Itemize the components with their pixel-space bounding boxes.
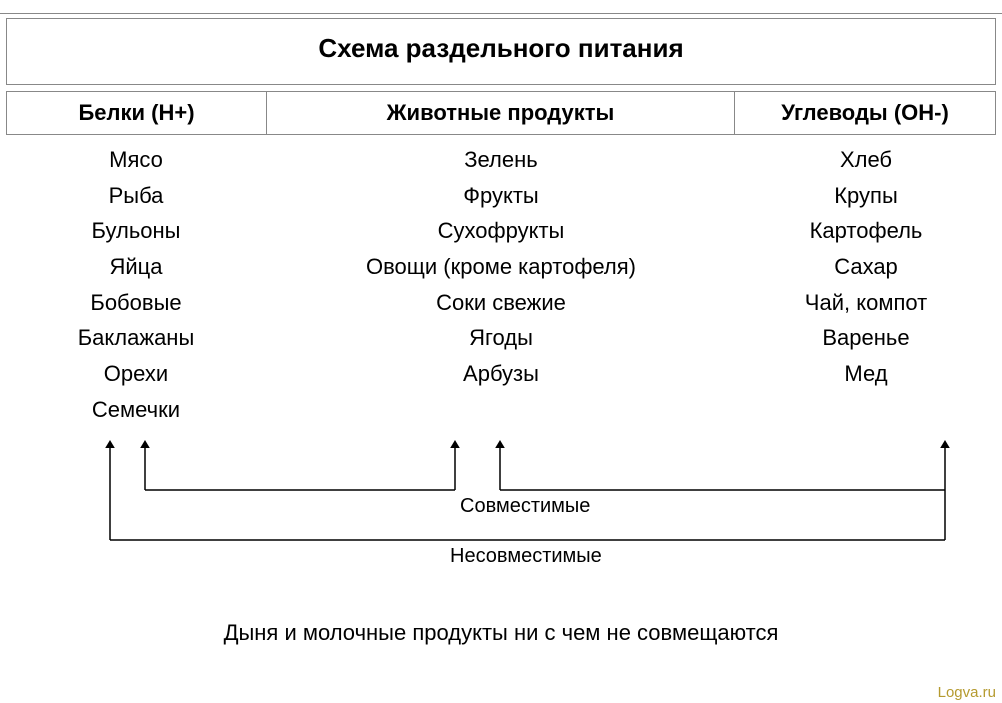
watermark: Logva.ru — [938, 684, 996, 701]
list-item: Орехи — [104, 359, 168, 389]
list-item: Яйца — [109, 252, 162, 282]
column-proteins: Мясо Рыба Бульоны Яйца Бобовые Баклажаны Орехи… — [6, 145, 266, 425]
list-item: Фрукты — [463, 181, 538, 211]
list-item: Ягоды — [469, 323, 533, 353]
window-top-bar — [0, 0, 1002, 14]
list-item: Бульоны — [92, 216, 181, 246]
incompatible-label: Несовместимые — [450, 545, 602, 568]
list-item: Овощи (кроме картофеля) — [366, 252, 636, 282]
list-item: Семечки — [92, 395, 180, 425]
footnote-text: Дыня и молочные продукты ни с чем не сов… — [0, 620, 1002, 646]
header-carbs: Углеводы (OH-) — [735, 92, 995, 134]
list-item: Арбузы — [463, 359, 539, 389]
list-item: Крупы — [834, 181, 898, 211]
columns-body: Мясо Рыба Бульоны Яйца Бобовые Баклажаны Орехи… — [6, 145, 996, 425]
list-item: Чай, компот — [805, 288, 927, 318]
list-item: Варенье — [822, 323, 909, 353]
list-item: Мясо — [109, 145, 163, 175]
list-item: Сахар — [834, 252, 898, 282]
list-item: Бобовые — [90, 288, 181, 318]
header-proteins: Белки (H+) — [7, 92, 267, 134]
diagram-container: Схема раздельного питания Белки (H+) Жив… — [6, 18, 996, 425]
list-item: Хлеб — [840, 145, 892, 175]
list-item: Рыба — [109, 181, 164, 211]
list-item: Зелень — [464, 145, 537, 175]
list-item: Баклажаны — [78, 323, 195, 353]
column-animal: Зелень Фрукты Сухофрукты Овощи (кроме карто… — [266, 145, 736, 425]
compatible-label: Совместимые — [460, 495, 590, 518]
list-item: Мед — [844, 359, 887, 389]
list-item: Соки свежие — [436, 288, 566, 318]
column-carbs: Хлеб Крупы Картофель Сахар Чай, компот Варень… — [736, 145, 996, 425]
list-item: Сухофрукты — [438, 216, 565, 246]
header-animal: Животные продукты — [267, 92, 735, 134]
column-headers: Белки (H+) Животные продукты Углеводы (O… — [6, 91, 996, 135]
list-item: Картофель — [810, 216, 923, 246]
diagram-title: Схема раздельного питания — [6, 18, 996, 85]
